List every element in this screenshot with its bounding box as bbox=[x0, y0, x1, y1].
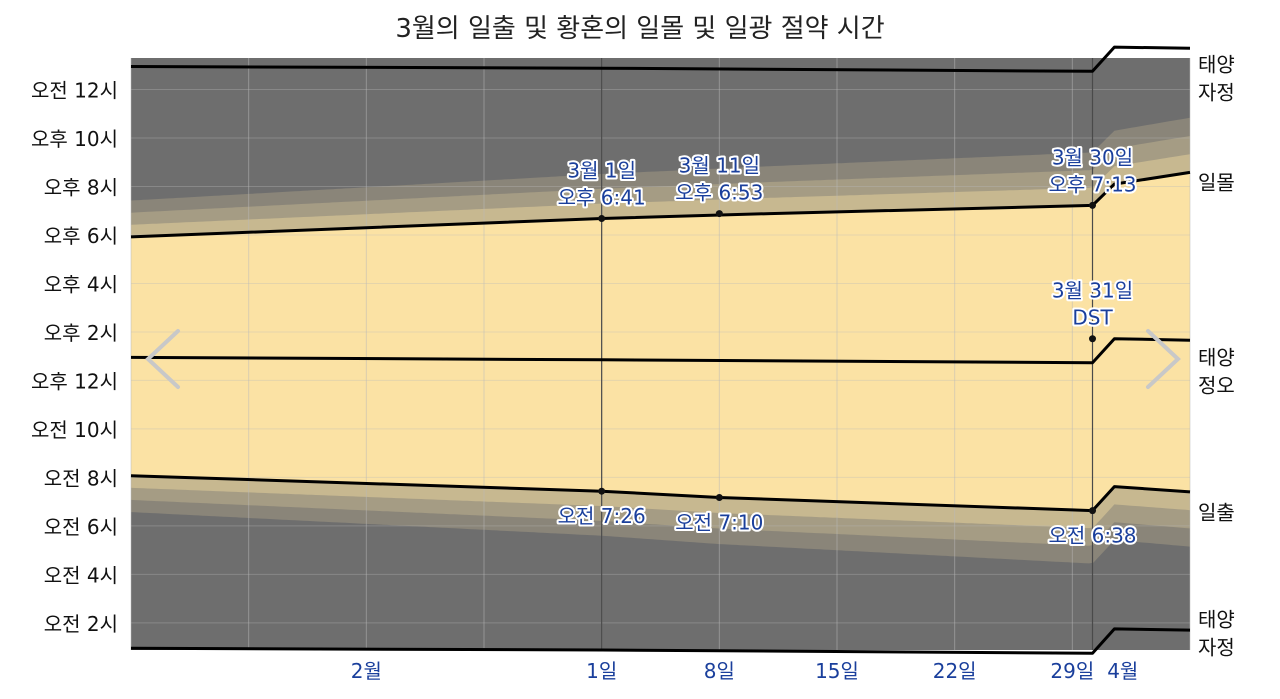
chevron-left-shape bbox=[145, 329, 180, 389]
right-label: 태양 bbox=[1198, 346, 1235, 370]
y-tick-label: 오후 8시 bbox=[44, 175, 118, 199]
y-tick-label: 오후 4시 bbox=[44, 272, 118, 296]
right-label: 일몰 bbox=[1198, 171, 1235, 195]
annotation-label: 3월 11일 bbox=[679, 154, 760, 178]
right-label: 자정 bbox=[1198, 80, 1235, 104]
sunrise-curve bbox=[130, 474, 1191, 513]
annotation-label: 오후 6:41 bbox=[558, 185, 646, 209]
y-tick-label: 오전 12시 bbox=[31, 79, 118, 103]
annotation-label: DST bbox=[1072, 306, 1113, 330]
y-tick-label: 오후 12시 bbox=[31, 369, 118, 393]
annotation-label: 오전 6:38 bbox=[1048, 524, 1136, 548]
y-tick-label: 오후 2시 bbox=[44, 321, 118, 345]
curves bbox=[130, 45, 1191, 655]
right-label: 자정 bbox=[1198, 636, 1235, 660]
right-label: 일출 bbox=[1198, 500, 1235, 524]
x-tick-label: 29일 bbox=[1050, 659, 1094, 683]
data-point bbox=[598, 214, 606, 222]
grid-lines bbox=[130, 58, 1191, 650]
annotation-label: 오후 7:13 bbox=[1048, 172, 1136, 196]
annotation-label: 오전 7:10 bbox=[675, 511, 763, 535]
chart-title: 3월의 일출 및 황혼의 일몰 및 일광 절약 시간 bbox=[395, 14, 885, 44]
data-point bbox=[1089, 201, 1097, 209]
data-point bbox=[715, 210, 723, 218]
data-point bbox=[715, 494, 723, 502]
y-tick-label: 오후 6시 bbox=[44, 224, 118, 248]
x-tick-label: 2월 bbox=[351, 659, 382, 683]
daylight-area bbox=[131, 172, 1190, 511]
chevron-right-shape bbox=[1146, 329, 1181, 389]
x-tick-label: 15일 bbox=[815, 659, 859, 683]
annotation-label: 3월 31일 bbox=[1052, 279, 1133, 303]
sunset-curve bbox=[130, 170, 1191, 239]
data-points bbox=[598, 201, 1097, 515]
y-tick-label: 오전 10시 bbox=[31, 418, 118, 442]
data-point bbox=[1089, 335, 1097, 343]
data-point bbox=[1089, 507, 1097, 515]
x-axis-labels: 2월 4월 1일 8일 15일 22일 29일 bbox=[351, 659, 1139, 683]
annotation-label: 3월 30일 bbox=[1052, 145, 1133, 169]
y-tick-label: 오전 6시 bbox=[44, 515, 118, 539]
y-tick-label: 오전 2시 bbox=[44, 612, 118, 636]
chevron-left-icon[interactable] bbox=[145, 329, 180, 389]
y-tick-label: 오전 4시 bbox=[44, 563, 118, 587]
x-tick-label: 22일 bbox=[933, 659, 977, 683]
y-tick-label: 오후 10시 bbox=[31, 127, 118, 151]
right-label: 태양 bbox=[1198, 608, 1235, 632]
solar_midnight-curve bbox=[130, 45, 1191, 73]
x-tick-label: 8일 bbox=[704, 659, 735, 683]
x-tick-label: 4월 bbox=[1107, 659, 1138, 683]
x-tick-label: 1일 bbox=[586, 659, 617, 683]
data-point bbox=[598, 487, 606, 495]
solar_midnight_lower-curve bbox=[130, 627, 1191, 655]
navigation bbox=[145, 329, 1181, 389]
plot-area bbox=[131, 58, 1190, 650]
solar_noon-curve bbox=[130, 337, 1191, 365]
annotation-label: 오후 6:53 bbox=[675, 181, 763, 205]
right-label: 태양 bbox=[1198, 52, 1235, 76]
chevron-right-icon[interactable] bbox=[1146, 329, 1181, 389]
right-label: 정오 bbox=[1198, 374, 1235, 398]
annotation-label: 오전 7:26 bbox=[558, 504, 646, 528]
y-axis-labels: 오전 2시 오전 4시 오전 6시 오전 8시 오전 10시 오후 12시 오후 2시 오후 … bbox=[31, 79, 118, 636]
y-tick-label: 오전 8시 bbox=[44, 466, 118, 490]
annotation-label: 3월 1일 bbox=[567, 158, 636, 182]
